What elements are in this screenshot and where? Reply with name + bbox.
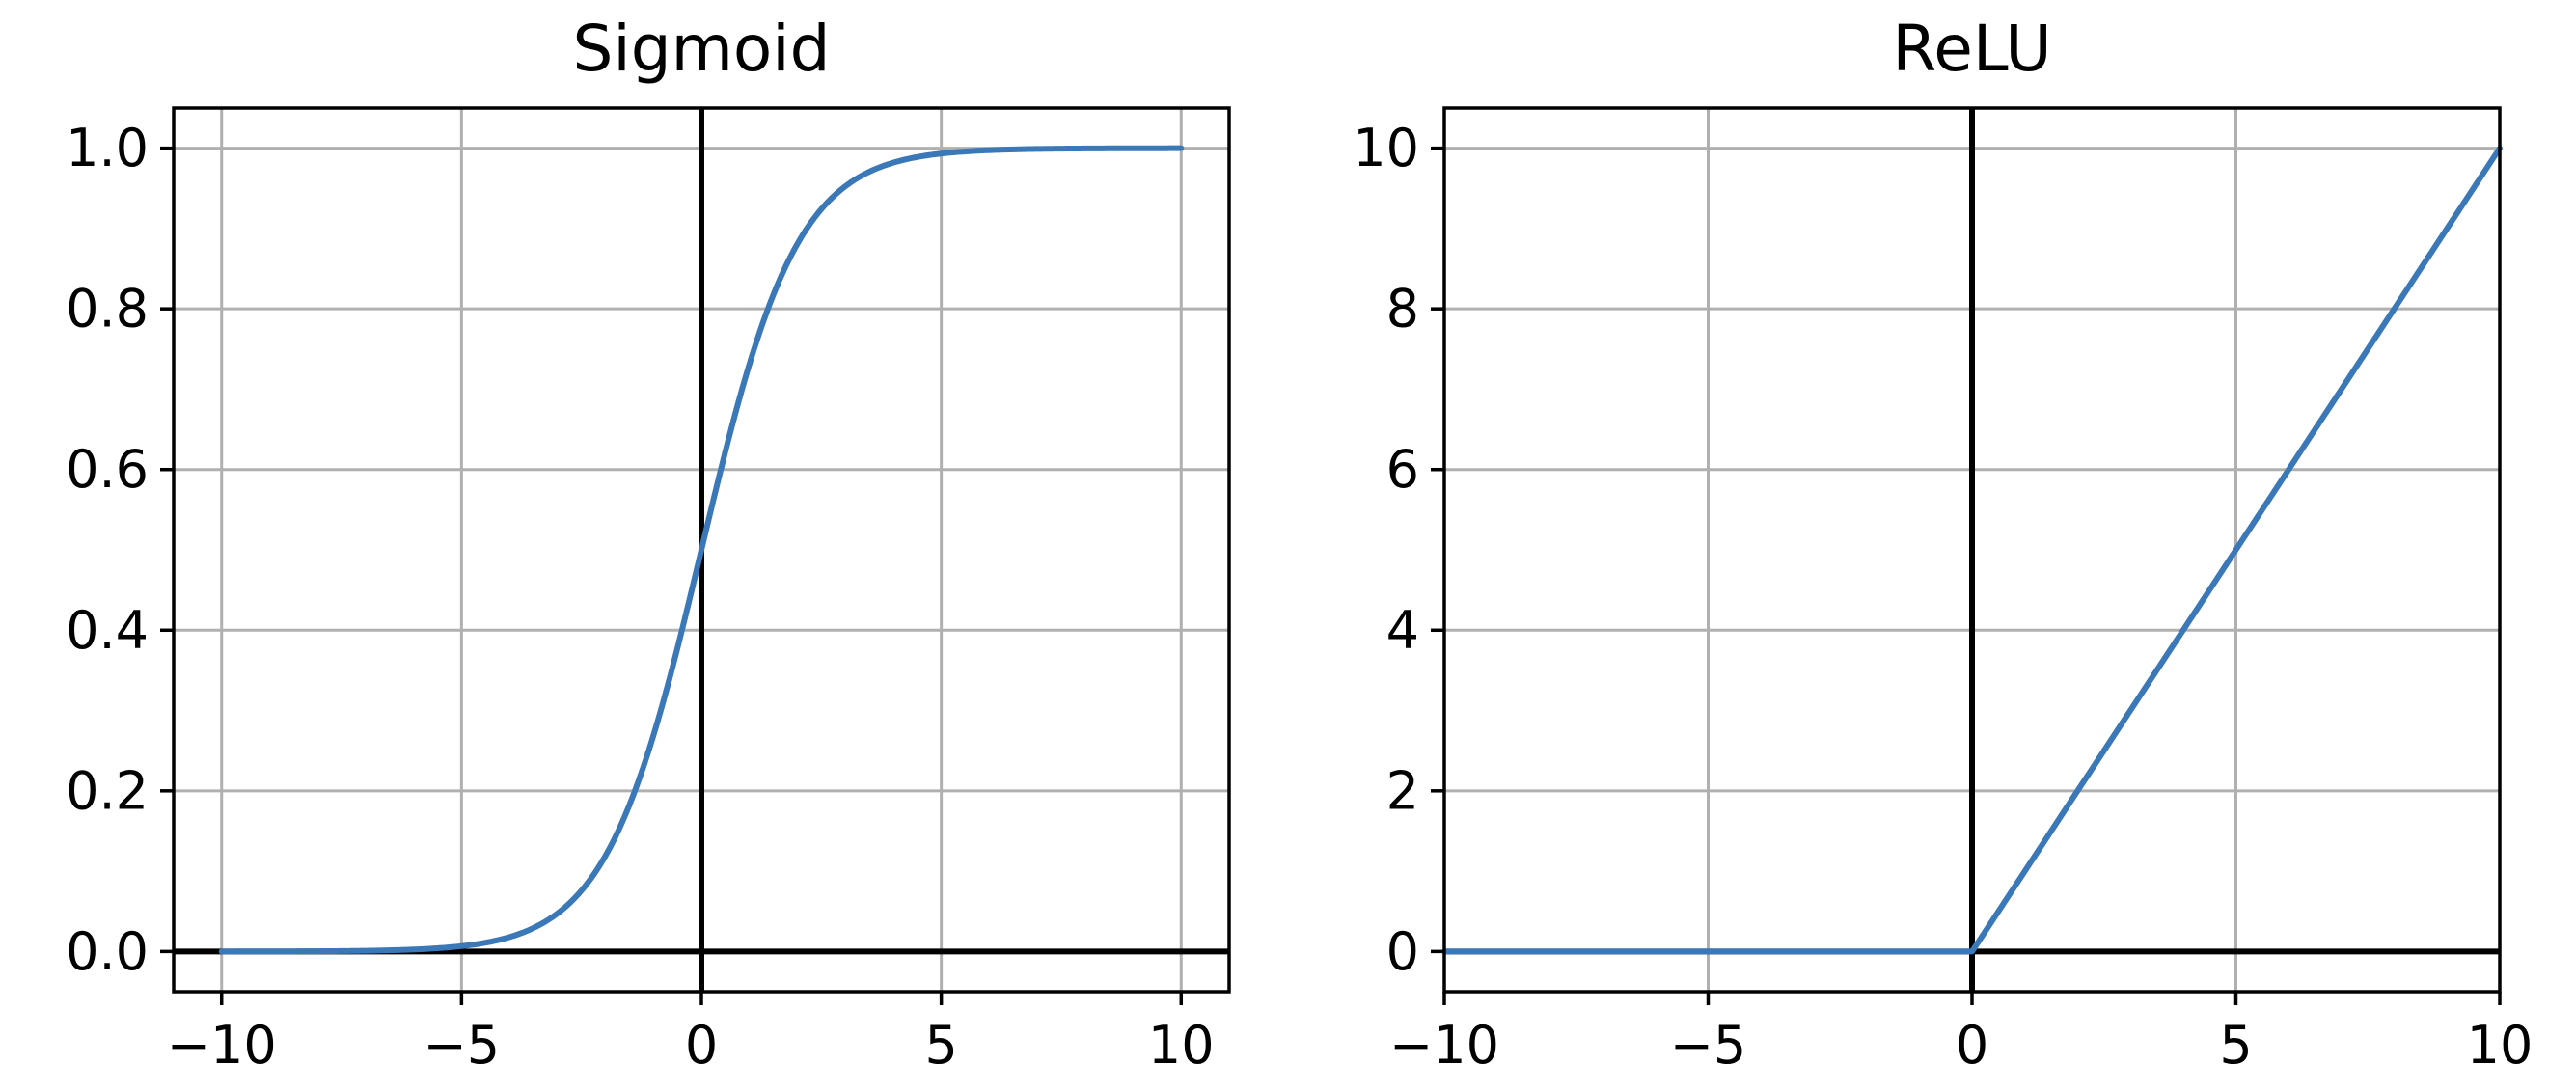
relu-series-line-0	[1441, 145, 2503, 955]
relu-y-tick-label: 0	[1386, 921, 1419, 982]
sigmoid-series-line-0	[218, 145, 1185, 955]
sigmoid-x-tick-label: 5	[924, 1015, 957, 1076]
relu-x-tick-label: 5	[2219, 1015, 2252, 1076]
sigmoid-x-tick-label: −10	[167, 1015, 277, 1076]
relu-x-tick-labels: −10 −5 0 5 10	[1389, 1015, 2533, 1076]
relu-x-tick-label: 10	[2467, 1015, 2534, 1076]
sigmoid-y-tick-label: 0.4	[66, 600, 149, 661]
relu-y-tick-labels: 0 2 4 6 8 10	[1353, 118, 1419, 982]
sigmoid-series	[218, 145, 1185, 955]
relu-y-tick-label: 2	[1386, 760, 1419, 821]
sigmoid-x-tick-label: 0	[685, 1015, 718, 1076]
relu-x-tick-label: −5	[1670, 1015, 1747, 1076]
sigmoid-y-tick-label: 0.6	[66, 439, 149, 500]
sigmoid-x-tick-label: 10	[1148, 1015, 1215, 1076]
sigmoid-x-tick-labels: −10 −5 0 5 10	[167, 1015, 1215, 1076]
sigmoid-y-tick-label: 1.0	[66, 118, 149, 178]
sigmoid-y-tick-label: 0.8	[66, 279, 149, 340]
relu-y-tick-label: 6	[1386, 439, 1419, 500]
sigmoid-y-tick-label: 0.0	[66, 921, 149, 982]
relu-x-tick-label: 0	[1956, 1015, 1988, 1076]
sigmoid-chart: Sigmoid −10 −5 0 5 10 0.0 0.2 0.4 0.6 0.8 1.0	[66, 12, 1231, 1076]
relu-y-tick-label: 8	[1386, 279, 1419, 340]
relu-x-tick-label: −10	[1389, 1015, 1499, 1076]
sigmoid-x-tick-label: −5	[424, 1015, 501, 1076]
sigmoid-chart-title: Sigmoid	[572, 12, 830, 86]
relu-y-tick-label: 10	[1353, 118, 1419, 178]
relu-ticks	[1431, 146, 2502, 1005]
relu-reference-lines	[1444, 108, 2500, 992]
sigmoid-y-tick-labels: 0.0 0.2 0.4 0.6 0.8 1.0	[66, 118, 149, 982]
relu-chart-title: ReLU	[1892, 12, 2051, 86]
sigmoid-y-tick-label: 0.2	[66, 760, 149, 821]
sigmoid-ticks	[160, 146, 1184, 1005]
relu-y-tick-label: 4	[1386, 600, 1419, 661]
relu-series	[1441, 145, 2503, 955]
relu-chart: ReLU −10 −5 0 5 10 0 2 4 6 8 10	[1353, 12, 2533, 1076]
